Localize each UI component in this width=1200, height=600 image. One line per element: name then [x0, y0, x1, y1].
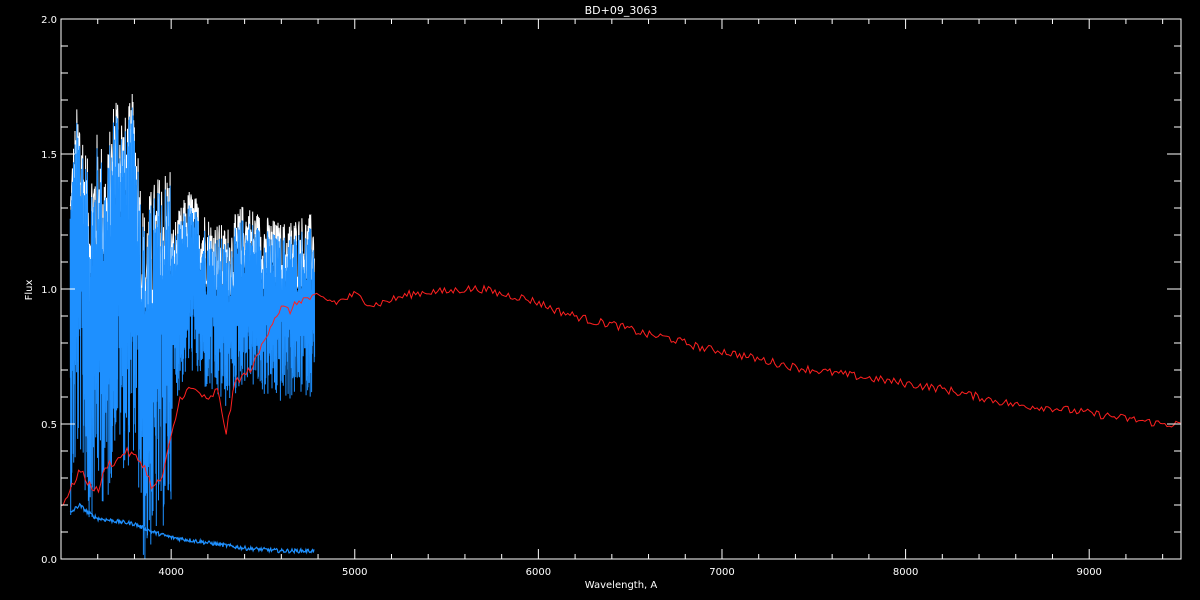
x-tick-label: 8000: [893, 567, 918, 578]
y-tick-label: 1.0: [41, 285, 57, 296]
x-tick-label: 5000: [342, 567, 367, 578]
y-tick-label: 1.5: [41, 150, 57, 161]
x-tick-label: 7000: [709, 567, 734, 578]
error-flux-line: [69, 502, 315, 555]
plot-series: [60, 93, 1181, 560]
y-tick-label: 0.0: [41, 555, 57, 566]
axis-ticks: 4000 5000 6000 7000 8000 9000 0.0 0.5 1.0 1.5 2.0: [41, 15, 1181, 578]
y-axis-label: Flux: [24, 280, 35, 301]
x-tick-label: 9000: [1076, 567, 1101, 578]
x-axis-label: Wavelength, A: [585, 580, 658, 591]
y-tick-label: 2.0: [41, 15, 57, 26]
x-tick-label: 4000: [158, 567, 183, 578]
chart-title: BD+09_3063: [585, 4, 658, 17]
y-tick-label: 0.5: [41, 420, 57, 431]
x-tick-label: 6000: [526, 567, 551, 578]
observed-flux-line: [69, 107, 316, 560]
model-flux-line: [60, 284, 1181, 507]
